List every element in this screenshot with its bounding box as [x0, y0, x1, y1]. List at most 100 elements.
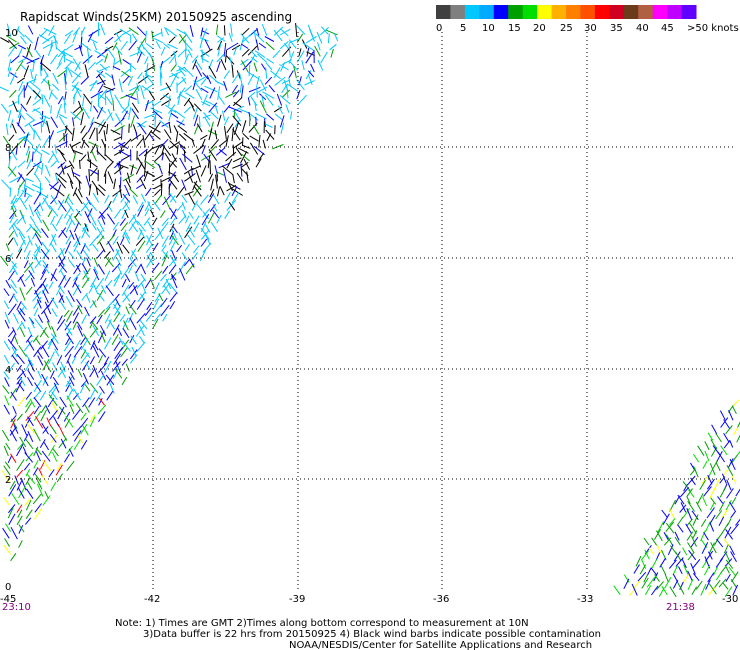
wind-barb: [33, 254, 41, 266]
wind-barb: [21, 424, 28, 436]
wind-barb: [10, 391, 17, 401]
wind-barb: [159, 120, 169, 128]
wind-barb: [165, 104, 177, 114]
wind-barb: [66, 380, 74, 392]
lat-tick-10: 10: [5, 28, 18, 39]
wind-barb: [121, 376, 128, 386]
wind-barb: [39, 113, 51, 120]
wind-barb: [173, 50, 177, 65]
wind-barb: [702, 496, 708, 507]
wind-barb: [237, 147, 249, 154]
wind-barb: [11, 200, 17, 211]
wind-barb: [85, 196, 91, 205]
wind-barb: [58, 437, 67, 449]
wind-barb: [20, 103, 28, 112]
wind-barb: [143, 147, 154, 157]
wind-barb: [33, 296, 42, 309]
wind-barb: [24, 497, 32, 507]
wind-barb: [735, 488, 740, 497]
wind-barb: [306, 51, 315, 57]
wind-barb: [726, 488, 734, 499]
wind-barb: [50, 116, 59, 129]
lon-tick-minus45: -45: [0, 594, 16, 605]
wind-barb: [683, 483, 688, 492]
wind-barb: [644, 549, 650, 560]
wind-barb: [198, 116, 201, 128]
wind-barb: [42, 197, 51, 210]
wind-barb: [24, 402, 33, 414]
wind-barb: [63, 33, 72, 44]
wind-barb: [723, 538, 731, 548]
wind-barb: [195, 60, 203, 71]
wind-barb: [3, 404, 10, 415]
wind-barb: [676, 524, 684, 533]
wind-barb: [168, 122, 172, 134]
wind-barb: [257, 152, 265, 161]
wind-barb: [725, 574, 731, 582]
wind-barb: [689, 522, 697, 534]
wind-barb: [196, 154, 202, 168]
wind-barb: [679, 487, 690, 498]
wind-barb: [122, 58, 131, 66]
wind-barb: [206, 75, 212, 85]
wind-barb: [700, 518, 707, 527]
wind-barb: [200, 27, 204, 37]
legend-label-30: 30: [584, 23, 597, 34]
wind-barb: [129, 84, 141, 92]
wind-barb: [687, 475, 696, 486]
wind-barb: [16, 459, 25, 471]
legend-label-45: 45: [661, 23, 674, 34]
wind-barb: [58, 53, 65, 65]
wind-barb: [327, 33, 330, 44]
legend-swatch: [479, 5, 495, 19]
legend-swatch: [652, 5, 668, 19]
wind-barb: [33, 192, 42, 205]
wind-barb: [721, 523, 729, 535]
wind-barb: [296, 25, 306, 35]
wind-barb: [122, 199, 130, 210]
wind-barb: [89, 235, 99, 247]
wind-barb: [178, 119, 185, 127]
wind-barb: [92, 105, 99, 113]
wind-barb: [43, 442, 50, 451]
wind-barb: [27, 339, 35, 351]
wind-barb: [200, 57, 209, 63]
wind-barb: [32, 107, 41, 112]
wind-barb: [85, 362, 91, 371]
wind-barb: [52, 72, 59, 85]
wind-barb: [224, 50, 228, 63]
wind-barb: [215, 147, 226, 156]
wind-barb: [23, 260, 29, 269]
wind-barb: [274, 76, 286, 86]
wind-barb: [238, 72, 243, 86]
wind-barb: [89, 368, 96, 378]
wind-barb: [51, 325, 57, 338]
wind-barb: [54, 348, 60, 357]
wind-barb: [65, 219, 73, 233]
wind-barb: [16, 353, 25, 365]
wind-barb: [666, 534, 674, 547]
wind-barb: [8, 218, 18, 231]
wind-barb: [202, 72, 209, 80]
wind-barb: [73, 263, 81, 275]
wind-barb: [253, 62, 258, 72]
wind-barb: [21, 369, 27, 378]
wind-barb: [122, 293, 130, 303]
wind-barb: [8, 513, 16, 525]
wind-barb: [177, 125, 188, 133]
wind-barb: [80, 37, 83, 50]
wind-barb: [218, 148, 228, 156]
wind-barb: [28, 123, 36, 133]
wind-barb: [81, 42, 92, 51]
wind-barb: [106, 234, 116, 246]
wind-barb: [279, 64, 289, 71]
wind-barb: [65, 376, 73, 387]
wind-barb: [129, 188, 138, 197]
wind-barb: [113, 136, 123, 141]
wind-barb: [136, 298, 145, 310]
wind-barb: [56, 355, 63, 366]
wind-barb: [25, 146, 31, 156]
wind-barb: [162, 144, 172, 157]
lat-tick-4: 4: [5, 365, 11, 376]
wind-barb: [273, 29, 283, 42]
